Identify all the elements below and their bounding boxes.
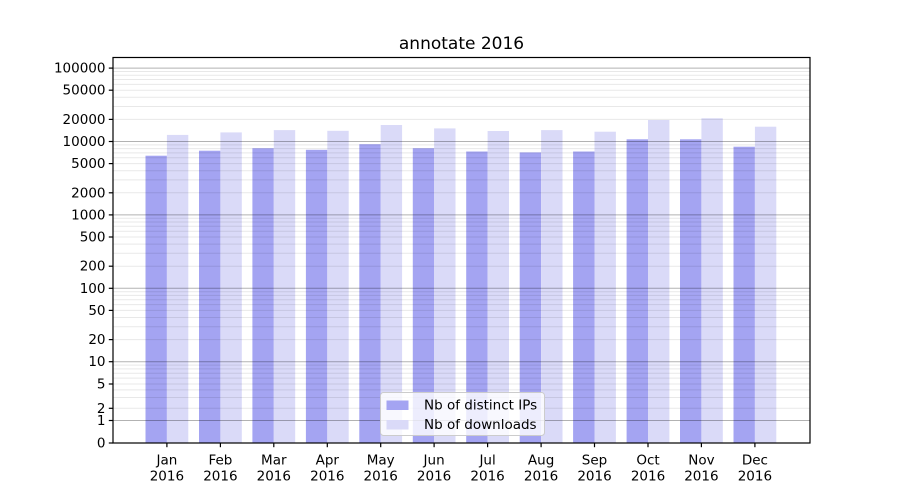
x-tick-year-mar: 2016 xyxy=(257,469,291,485)
legend-label-downloads: Nb of downloads xyxy=(424,417,537,433)
bar-ips-nov xyxy=(680,139,702,444)
x-tick-label-jul: Jul xyxy=(478,453,495,469)
x-tick-year-aug: 2016 xyxy=(524,469,558,485)
legend: Nb of distinct IPs Nb of downloads xyxy=(380,392,545,436)
bar-ips-mar xyxy=(252,148,274,443)
bar-downloads-sep xyxy=(594,131,616,443)
x-tick-label-jun: Jun xyxy=(423,453,445,469)
x-tick-year-jul: 2016 xyxy=(470,469,504,485)
y-tick-label-20: 20 xyxy=(88,332,105,348)
y-tick-label-20000: 20000 xyxy=(63,112,106,128)
x-tick-label-dec: Dec xyxy=(742,453,768,469)
bar-downloads-jun xyxy=(434,128,456,443)
bar-downloads-jul xyxy=(487,131,509,443)
x-tick-year-dec: 2016 xyxy=(738,469,772,485)
x-tick-label-may: May xyxy=(367,453,395,469)
bar-ips-jul xyxy=(466,151,488,443)
bars-layer xyxy=(145,118,777,444)
x-tick-year-may: 2016 xyxy=(364,469,398,485)
x-tick-year-jun: 2016 xyxy=(417,469,451,485)
x-tick-year-jan: 2016 xyxy=(150,469,184,485)
bar-ips-oct xyxy=(626,139,648,444)
x-tick-label-mar: Mar xyxy=(261,453,287,469)
legend-swatch-distinct-ips xyxy=(386,400,409,410)
bar-downloads-dec xyxy=(754,126,777,443)
y-tick-label-100: 100 xyxy=(80,281,106,297)
legend-swatch-downloads xyxy=(386,420,409,430)
bar-ips-may xyxy=(359,144,381,443)
x-tick-year-nov: 2016 xyxy=(684,469,718,485)
y-tick-label-5000: 5000 xyxy=(71,156,105,172)
y-tick-label-200: 200 xyxy=(80,259,106,275)
y-axis-labels: 0 12 5 10 20 50 100 200 500 1000 2000 5000 10000 2000… xyxy=(54,61,106,452)
y-tick-label-1000: 1000 xyxy=(71,207,105,223)
y-tick-label-2000: 2000 xyxy=(71,185,105,201)
bar-downloads-may xyxy=(380,125,403,443)
x-tick-year-feb: 2016 xyxy=(203,469,237,485)
x-tick-year-oct: 2016 xyxy=(631,469,665,485)
plot-border xyxy=(112,56,811,444)
bar-downloads-oct xyxy=(648,120,670,443)
x-tick-label-apr: Apr xyxy=(316,453,340,469)
legend-label-distinct-ips: Nb of distinct IPs xyxy=(424,398,537,414)
bar-ips-aug xyxy=(519,152,542,443)
axes-frame xyxy=(112,56,811,444)
bar-downloads-jan xyxy=(166,134,189,443)
x-axis-labels: Jan2016Feb2016Mar2016Apr2016May2016Jun20… xyxy=(150,453,772,485)
x-tick-label-oct: Oct xyxy=(636,453,659,469)
bar-ips-jan xyxy=(145,155,167,443)
legend-box xyxy=(380,392,545,436)
gridlines-layer xyxy=(113,67,810,421)
y-tick-label-0: 0 xyxy=(97,436,106,452)
y-tick-label-10: 10 xyxy=(88,354,105,370)
y-tick-label-2: 2 xyxy=(97,401,106,417)
bar-downloads-nov xyxy=(701,118,723,444)
x-tick-label-nov: Nov xyxy=(688,453,714,469)
x-tick-label-aug: Aug xyxy=(528,453,554,469)
y-tick-label-1: 1 xyxy=(97,413,106,429)
bar-downloads-aug xyxy=(541,130,563,443)
bar-ips-sep xyxy=(573,151,595,443)
y-tick-label-5: 5 xyxy=(97,377,106,393)
tick-marks xyxy=(108,67,756,448)
y-tick-label-10000: 10000 xyxy=(63,134,106,150)
x-tick-label-jan: Jan xyxy=(155,453,177,469)
y-tick-label-50: 50 xyxy=(88,303,105,319)
x-tick-year-sep: 2016 xyxy=(577,469,611,485)
x-tick-year-apr: 2016 xyxy=(310,469,344,485)
bar-downloads-apr xyxy=(327,130,349,444)
bar-ips-jun xyxy=(412,148,435,443)
y-tick-label-50000: 50000 xyxy=(63,83,106,99)
bar-ips-dec xyxy=(733,146,755,443)
y-tick-label-500: 500 xyxy=(80,230,106,246)
bar-ips-apr xyxy=(305,149,328,444)
bar-downloads-feb xyxy=(220,132,242,443)
chart-title: annotate 2016 xyxy=(399,34,524,54)
y-tick-label-100000: 100000 xyxy=(54,61,106,77)
x-tick-label-feb: Feb xyxy=(208,453,232,469)
bar-ips-feb xyxy=(199,150,221,443)
bar-downloads-mar xyxy=(273,130,296,443)
x-tick-label-sep: Sep xyxy=(582,453,607,469)
